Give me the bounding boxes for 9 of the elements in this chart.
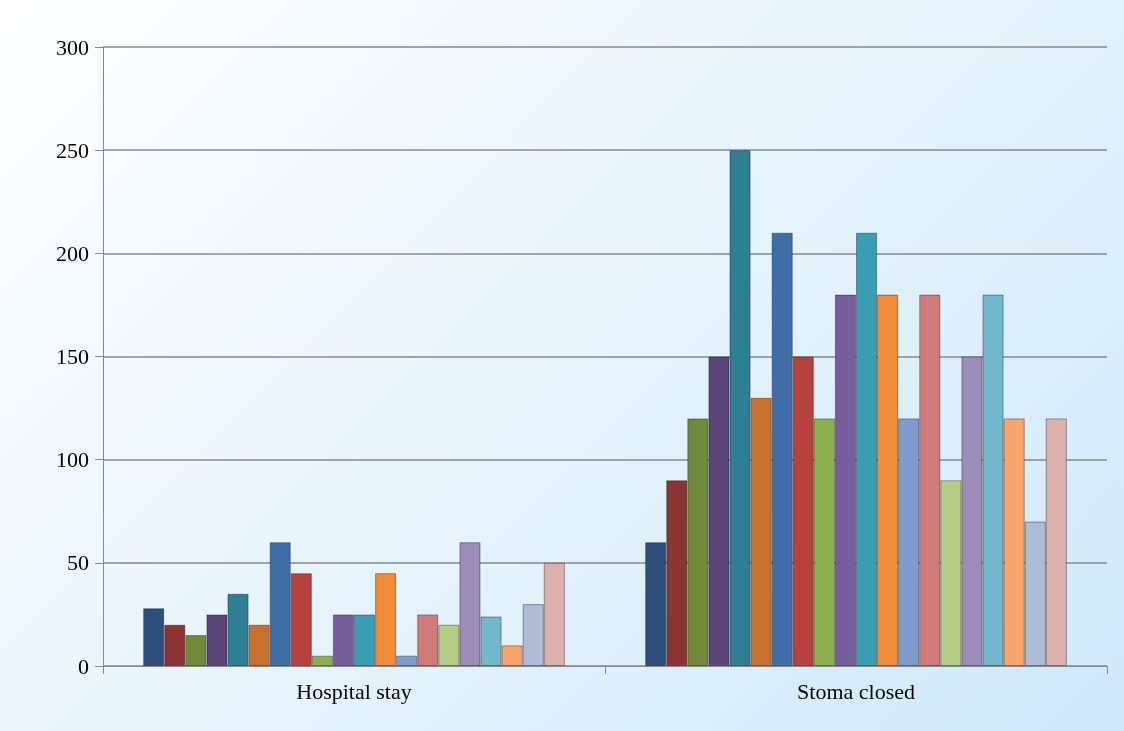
y-tick-label: 300 (56, 34, 89, 60)
x-tick-label: Stoma closed (797, 678, 915, 704)
y-tick-label: 200 (56, 240, 89, 266)
y-tick-label: 250 (56, 137, 89, 163)
y-tick-label: 100 (56, 447, 89, 473)
y-tick-label: 0 (78, 653, 89, 679)
y-tick-label: 50 (67, 550, 89, 576)
x-tick-label: Hospital stay (296, 678, 412, 704)
y-tick-label: 150 (56, 344, 89, 369)
